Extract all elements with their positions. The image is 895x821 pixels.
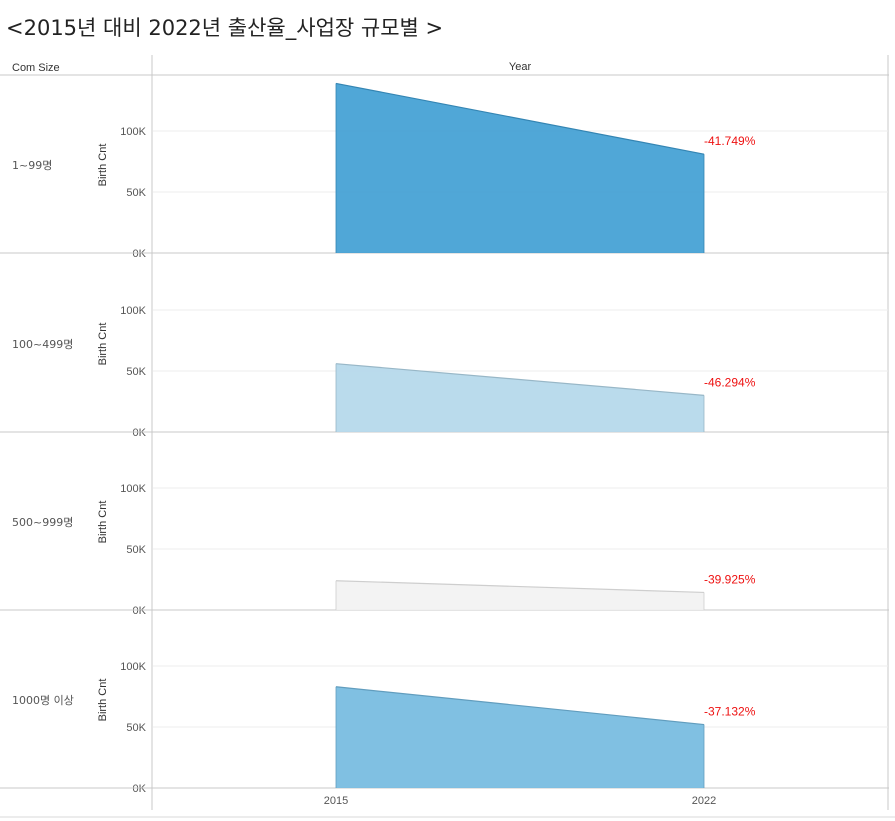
y-tick-label: 100K: [120, 126, 146, 138]
y-tick-label: 0K: [133, 783, 147, 795]
y-tick-label: 100K: [120, 305, 146, 317]
y-axis-title: Birth Cnt: [97, 679, 109, 722]
chart-title: <2015년 대비 2022년 출산율_사업장 규모별 >: [6, 16, 444, 40]
area-mark: [336, 686, 704, 788]
row-label: 500~999명: [12, 516, 73, 529]
y-tick-label: 100K: [120, 661, 146, 673]
panel-1: 0K 50K 100K 1~99명 Birth Cnt -41.749%: [0, 82, 889, 260]
area-mark: [336, 83, 704, 253]
area-line: [335, 363, 705, 396]
x-tick-label: 2015: [324, 795, 348, 807]
area-line: [335, 580, 705, 594]
row-label: 1~99명: [12, 159, 52, 172]
panel-2: 0K 50K 100K 100~499명 Birth Cnt -46.294%: [0, 305, 889, 439]
area-mark: [336, 363, 704, 432]
y-tick-label: 50K: [126, 722, 146, 734]
column-field-header: Year: [509, 61, 532, 73]
y-tick-label: 100K: [120, 483, 146, 495]
area-line: [335, 686, 705, 726]
change-label: -39.925%: [704, 572, 756, 586]
y-tick-label: 0K: [133, 605, 147, 617]
change-label: -37.132%: [704, 705, 756, 719]
row-field-header: Com Size: [12, 62, 60, 74]
row-label: 100~499명: [12, 338, 73, 351]
y-axis-title: Birth Cnt: [97, 323, 109, 366]
change-label: -46.294%: [704, 375, 756, 389]
y-axis-title: Birth Cnt: [97, 501, 109, 544]
y-axis-title: Birth Cnt: [97, 144, 109, 187]
panel-3: 0K 50K 100K 500~999명 Birth Cnt -39.925%: [0, 483, 889, 617]
y-tick-label: 0K: [133, 427, 147, 439]
area-line: [335, 82, 705, 155]
change-label: -41.749%: [704, 134, 756, 148]
x-tick-label: 2022: [692, 795, 716, 807]
row-label: 1000명 이상: [12, 694, 74, 707]
panel-4: 0K 50K 100K 1000명 이상 Birth Cnt -37.132%: [0, 661, 889, 795]
y-tick-label: 50K: [126, 366, 146, 378]
y-tick-label: 0K: [133, 248, 147, 260]
area-mark: [336, 580, 704, 610]
y-tick-label: 50K: [126, 544, 146, 556]
y-tick-label: 50K: [126, 187, 146, 199]
